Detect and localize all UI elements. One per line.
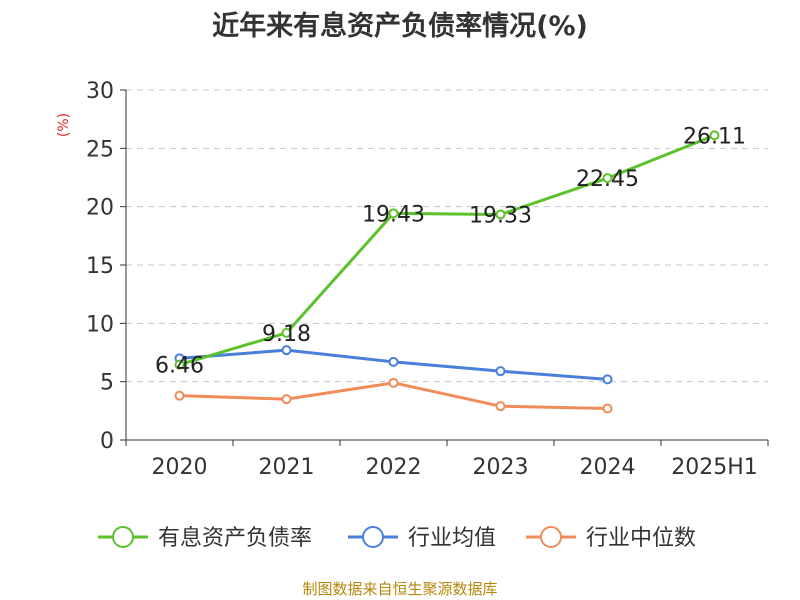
legend: 有息资产负债率 行业均值 行业中位数 [98, 526, 696, 551]
data-point [602, 403, 613, 414]
data-point [495, 366, 506, 377]
legend-marker [540, 526, 562, 548]
y-tick-label: 10 [86, 312, 114, 337]
y-tick-label: 0 [100, 429, 114, 454]
data-label: 19.33 [469, 203, 532, 228]
data-point [281, 394, 292, 405]
data-point [281, 327, 292, 338]
data-label: 9.18 [262, 322, 311, 347]
y-tick-label: 30 [86, 79, 114, 104]
y-tick-label: 15 [86, 254, 114, 279]
x-tick-label: 2020 [152, 455, 208, 480]
data-point [388, 208, 399, 219]
data-labels: 6.46 9.18 19.43 19.33 22.45 26.11 [155, 124, 746, 378]
legend-label: 有息资产负债率 [158, 526, 312, 551]
data-point [174, 390, 185, 401]
x-tick-label: 2021 [259, 455, 315, 480]
data-point [495, 209, 506, 220]
data-point [709, 130, 720, 141]
chart-title: 近年来有息资产负债率情况(%) [212, 10, 588, 42]
data-point [388, 377, 399, 388]
data-point [602, 173, 613, 184]
source-note: 制图数据来自恒生聚源数据库 [302, 580, 497, 598]
series-layer [174, 130, 720, 414]
y-tick-label: 5 [100, 371, 114, 396]
x-tick-label: 2023 [473, 455, 529, 480]
y-axis-label: (%) [56, 113, 72, 137]
data-point [174, 359, 185, 370]
y-tick-label: 20 [86, 196, 114, 221]
gridlines [126, 89, 768, 383]
legend-label: 行业中位数 [586, 526, 696, 551]
legend-label: 行业均值 [408, 526, 496, 551]
data-point [602, 374, 613, 385]
x-tick-label: 2024 [580, 455, 636, 480]
data-point [495, 401, 506, 412]
data-point [281, 345, 292, 356]
data-label: 22.45 [576, 167, 639, 192]
legend-marker [112, 526, 134, 548]
data-label: 19.43 [362, 202, 425, 227]
x-tick-label: 2025H1 [671, 455, 758, 480]
y-tick-label: 25 [86, 137, 114, 162]
data-label: 6.46 [155, 354, 204, 379]
legend-marker [362, 526, 384, 548]
data-point [388, 356, 399, 367]
axes: 0 5 10 15 20 25 30 2020 2021 2022 2023 2024 2025H1 [86, 79, 769, 480]
series-line [179, 133, 716, 367]
x-tick-label: 2022 [366, 455, 422, 480]
data-label: 26.11 [683, 124, 746, 149]
